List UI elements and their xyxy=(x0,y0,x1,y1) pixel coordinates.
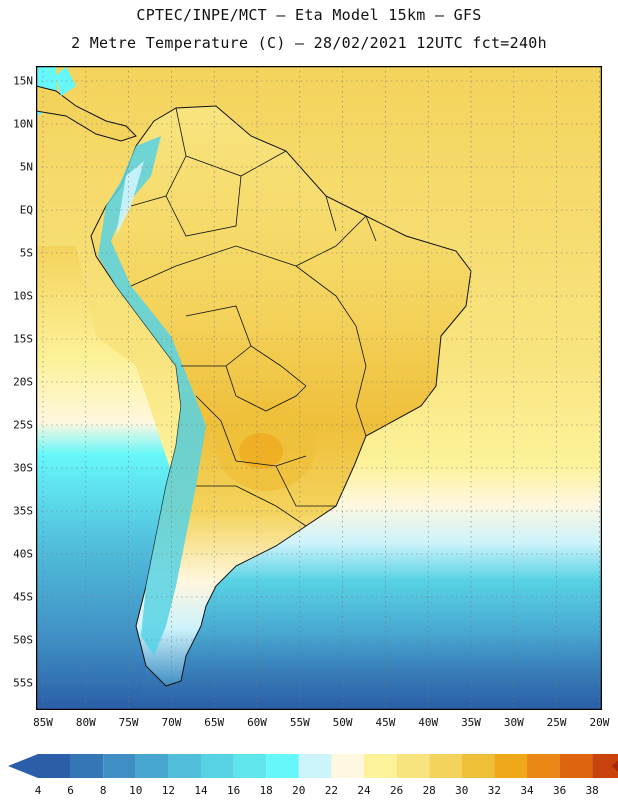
lat-label: 25S xyxy=(13,418,33,432)
legend-swatch xyxy=(233,754,267,778)
legend-tick-label: 32 xyxy=(487,784,502,797)
lon-label: 55W xyxy=(289,716,310,729)
legend-tick-label: 24 xyxy=(357,784,371,797)
central-america xyxy=(36,85,137,142)
legend-tick-label: 22 xyxy=(324,784,339,797)
legend-swatch xyxy=(494,754,527,778)
lat-label: 45S xyxy=(13,590,33,604)
legend-arrow-left xyxy=(8,754,38,778)
color-legend xyxy=(8,754,618,778)
lat-label: 15S xyxy=(13,332,33,346)
lon-label: 50W xyxy=(332,716,353,729)
pacific-ocean xyxy=(36,246,176,710)
temperature-map xyxy=(36,66,602,710)
hot-center xyxy=(239,433,283,469)
lon-label: 80W xyxy=(75,716,96,729)
legend-tick-label: 34 xyxy=(520,784,534,797)
lon-label: 70W xyxy=(161,716,182,729)
legend-swatch xyxy=(70,754,104,778)
legend-swatch xyxy=(461,754,495,778)
legend-tick-label: 28 xyxy=(422,784,436,797)
andes-north-snow xyxy=(116,161,144,236)
lat-label: 10N xyxy=(13,117,33,131)
lon-label: 35W xyxy=(461,716,481,729)
legend-swatch xyxy=(429,754,462,778)
legend-tick-label: 12 xyxy=(161,784,176,797)
legend-tick-label: 20 xyxy=(292,784,306,797)
legend-swatch xyxy=(364,754,397,778)
legend-tick-label: 26 xyxy=(389,784,404,797)
lat-label: 40S xyxy=(13,547,33,561)
lat-label: 15N xyxy=(13,74,33,88)
legend-swatch xyxy=(527,754,560,778)
legend-swatch xyxy=(38,754,71,778)
lon-label: 65W xyxy=(204,716,225,729)
lon-label: 60W xyxy=(247,716,267,729)
lat-label: 5N xyxy=(19,160,33,174)
legend-swatch xyxy=(559,754,593,778)
map-title-line2: 2 Metre Temperature (C) – 28/02/2021 12U… xyxy=(71,34,547,52)
south-america-land xyxy=(90,105,472,687)
legend-tick-label: 18 xyxy=(259,784,273,797)
legend-swatch xyxy=(201,754,234,778)
legend-swatch xyxy=(103,754,136,778)
lon-label: 25W xyxy=(546,716,567,729)
legend-tick-label: 14 xyxy=(194,784,208,797)
legend-tick-label: 4 xyxy=(34,784,42,797)
andes-cool-strip xyxy=(98,136,206,656)
lon-label: 20W xyxy=(589,716,610,729)
legend-tick-label: 8 xyxy=(99,784,107,797)
lat-label: 55S xyxy=(13,676,33,690)
country-borders xyxy=(130,107,377,527)
lon-label: 85W xyxy=(33,716,53,729)
lat-label: 5S xyxy=(19,246,33,260)
lon-label: 75W xyxy=(118,716,139,729)
legend-tick-label: 10 xyxy=(129,784,143,797)
legend-swatch xyxy=(396,754,430,778)
legend-tick-label: 38 xyxy=(585,784,599,797)
lon-label: 45W xyxy=(375,716,396,729)
lat-label: EQ xyxy=(19,203,33,217)
legend-swatch xyxy=(266,754,299,778)
lat-label: 10S xyxy=(13,289,33,303)
lat-label: 30S xyxy=(13,461,33,475)
legend-swatch xyxy=(135,754,169,778)
legend-swatch xyxy=(331,754,364,778)
lat-label: 35S xyxy=(13,504,33,518)
lat-label: 20S xyxy=(13,375,33,389)
map-border xyxy=(36,66,602,710)
legend-tick-label: 6 xyxy=(67,784,74,797)
lat-label: 50S xyxy=(13,633,33,647)
legend-arrow-right xyxy=(612,760,618,772)
legend-tick-label: 16 xyxy=(226,784,241,797)
legend-swatch xyxy=(168,754,201,778)
map-title-line1: CPTEC/INPE/MCT – Eta Model 15km – GFS xyxy=(136,6,482,24)
lon-label: 40W xyxy=(418,716,439,729)
legend-tick-label: 36 xyxy=(552,784,567,797)
legend-swatch xyxy=(298,754,332,778)
legend-tick-label: 30 xyxy=(455,784,469,797)
lon-label: 30W xyxy=(503,716,524,729)
